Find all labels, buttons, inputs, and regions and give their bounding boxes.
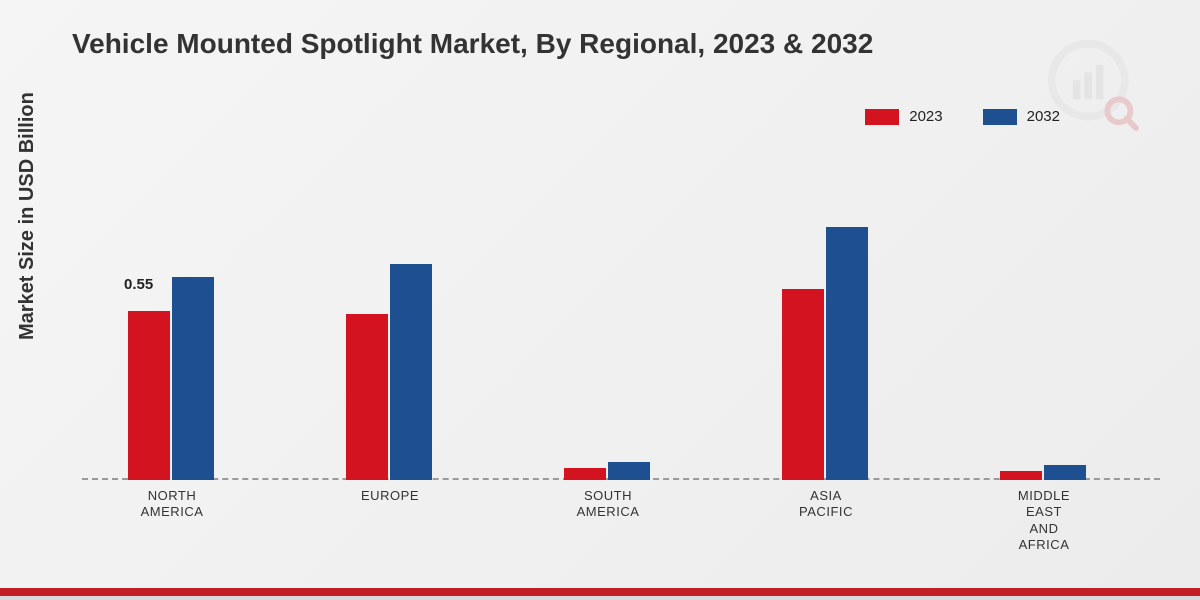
bar [346,314,388,480]
bar [564,468,606,480]
bar [608,462,650,480]
legend-swatch-2023 [865,109,899,125]
plot-area: 0.55 [82,170,1160,480]
bar [1044,465,1086,480]
legend-label-2023: 2023 [909,108,942,125]
legend-label-2032: 2032 [1027,108,1060,125]
footer-accent-grey [0,596,1200,600]
bar [1000,471,1042,480]
x-axis-label: MIDDLEEASTANDAFRICA [974,488,1114,553]
chart-title: Vehicle Mounted Spotlight Market, By Reg… [72,28,873,60]
bar [826,227,868,480]
footer-accent-red [0,588,1200,596]
x-axis-label: NORTHAMERICA [102,488,242,521]
value-label: 0.55 [124,276,153,293]
legend: 2023 2032 [865,108,1060,125]
bar [128,311,170,480]
x-axis-labels: NORTHAMERICA EUROPE SOUTHAMERICA ASIAPACIFI… [82,488,1160,568]
bar [390,264,432,480]
legend-item-2032: 2032 [983,108,1060,125]
x-axis-label: ASIAPACIFIC [756,488,896,521]
x-axis-label: SOUTHAMERICA [538,488,678,521]
x-axis-label: EUROPE [320,488,460,504]
y-axis-label: Market Size in USD Billion [16,92,39,340]
bar [782,289,824,480]
legend-swatch-2032 [983,109,1017,125]
bar [172,277,214,480]
legend-item-2023: 2023 [865,108,942,125]
